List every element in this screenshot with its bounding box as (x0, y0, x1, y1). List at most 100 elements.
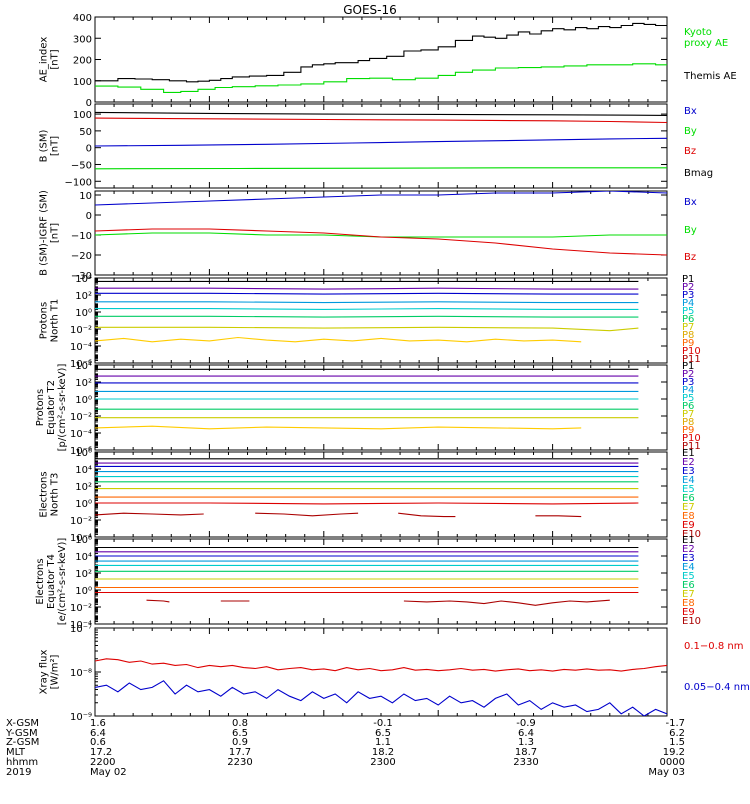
footer-row-label: hhmm (6, 757, 38, 768)
y-tick-label: 10⁰ (75, 499, 92, 510)
legend-entry: E8 (682, 511, 695, 522)
legend-entry: E6 (682, 580, 695, 591)
y-tick-label: 10² (75, 291, 92, 302)
y-tick-label: 10⁻² (70, 516, 92, 527)
y-tick-label: 10² (75, 378, 92, 389)
y-tick-label: 10⁴ (75, 465, 92, 476)
footer-value: 0000 (660, 757, 685, 768)
y-tick-label: 300 (73, 34, 92, 45)
series-line (95, 308, 639, 310)
panel-e2: 10⁻⁴ 10⁻² 10⁰ 10² 10⁴ 10⁶ Electrons Equator T4[… (35, 535, 701, 631)
legend-entry: E1 (682, 535, 695, 546)
series-line (95, 117, 667, 124)
y-tick-label: −20 (71, 251, 92, 262)
y-tick-label: 10⁻² (70, 412, 92, 423)
series-line (95, 301, 639, 304)
y-axis-label: Xray flux (39, 650, 50, 695)
series-line (535, 515, 582, 518)
legend-entry: E5 (682, 571, 695, 582)
y-axis-label: B (SM) (39, 129, 50, 162)
footer-value: 1.3 (518, 737, 534, 748)
footer-value: 19.2 (663, 747, 685, 758)
legend-entry: E4 (682, 562, 695, 573)
footer-value: 1.6 (90, 718, 106, 729)
y-tick-label: −50 (71, 160, 92, 171)
y-axis-label: [nT] (50, 49, 61, 69)
y-tick-label: −10 (71, 231, 92, 242)
legend-entry: Themis AE (683, 71, 737, 82)
legend-entry: P7 (682, 409, 694, 420)
footer-row-label: 2019 (6, 767, 31, 778)
legend-entry: E6 (682, 493, 695, 504)
footer-value: -0.1 (373, 718, 393, 729)
footer-value: 6.4 (90, 728, 106, 739)
legend-entry: P5 (682, 306, 694, 317)
series-line (95, 22, 667, 83)
legend-entry: E9 (682, 520, 695, 531)
y-tick-label: 10⁻² (70, 603, 92, 614)
legend-entry: E10 (682, 529, 701, 540)
y-axis-label: Protons (35, 389, 46, 426)
footer-value: 6.5 (375, 728, 391, 739)
y-axis-label: AE_index (39, 37, 50, 83)
legend-entry: Bz (684, 252, 696, 263)
legend-entry: E3 (682, 553, 695, 564)
y-tick-label: 10² (75, 482, 92, 493)
y-tick-label: 10⁻⁸ (70, 668, 92, 679)
legend-entry: P6 (682, 314, 694, 325)
y-axis-label: B (SM)-IGRF (SM) (39, 190, 50, 276)
y-axis-label: North T1 (50, 299, 61, 343)
panel-bsm: −100 −50 0 50 100 B (SM) [nT] Bx By Bz Bmag (39, 103, 713, 189)
y-tick-label: 10⁴ (75, 274, 92, 285)
y-tick-label: −100 (65, 177, 92, 188)
footer-value: 0.9 (232, 737, 248, 748)
y-tick-label: 10² (75, 569, 92, 580)
series-group (95, 191, 667, 256)
legend-entry: E8 (682, 598, 695, 609)
footer-value: -0.9 (516, 718, 536, 729)
series-line (95, 326, 639, 332)
legend-entry: P4 (682, 385, 694, 396)
y-tick-label: 100 (73, 110, 92, 121)
y-tick-label: 10⁰ (75, 308, 92, 319)
legend-entry: E10 (682, 616, 701, 627)
legend-entry: Bx (684, 197, 697, 208)
y-tick-label: 50 (79, 127, 92, 138)
legend-entry: P10 (682, 346, 701, 357)
legend-entry: P2 (682, 282, 694, 293)
panel-frame (94, 16, 668, 103)
series-line (403, 599, 610, 606)
footer-value: 2200 (90, 757, 115, 768)
series-line (95, 287, 639, 290)
y-tick-label: 10⁰ (75, 586, 92, 597)
footer-row-label: Y-GSM (5, 728, 38, 739)
legend-entry: P8 (682, 330, 694, 341)
y-tick-label: 10⁻⁴ (70, 533, 92, 544)
y-tick-label: 10⁴ (75, 552, 92, 563)
y-tick-label: 10⁰ (75, 395, 92, 406)
footer-value: 2300 (370, 757, 395, 768)
y-tick-label: 10⁻⁶ (70, 446, 92, 457)
y-axis-label: [nT] (50, 223, 61, 243)
footer-value: 2230 (227, 757, 252, 768)
footer-value: 1.1 (375, 737, 391, 748)
footer-value: 17.7 (229, 747, 251, 758)
y-tick-label: 0 (86, 211, 92, 222)
legend-entry: P11 (682, 354, 701, 365)
footer-value: 18.2 (372, 747, 394, 758)
legend-entry: E1 (682, 448, 695, 459)
series-group (95, 458, 639, 518)
series-line (95, 191, 667, 206)
y-tick-label: 0 (86, 98, 92, 109)
legend-entry: P2 (682, 369, 694, 380)
series-line (146, 599, 170, 603)
footer-row-label: Z-GSM (6, 737, 39, 748)
y-tick-label: 10⁴ (75, 361, 92, 372)
y-tick-label: 10⁻⁶ (70, 359, 92, 370)
y-axis-label: Protons (39, 302, 50, 339)
footer-row-label: X-GSM (6, 718, 39, 729)
y-axis-label: [W/m²] (50, 654, 61, 689)
legend-entry: P3 (682, 290, 694, 301)
legend-entry: P4 (682, 298, 694, 309)
